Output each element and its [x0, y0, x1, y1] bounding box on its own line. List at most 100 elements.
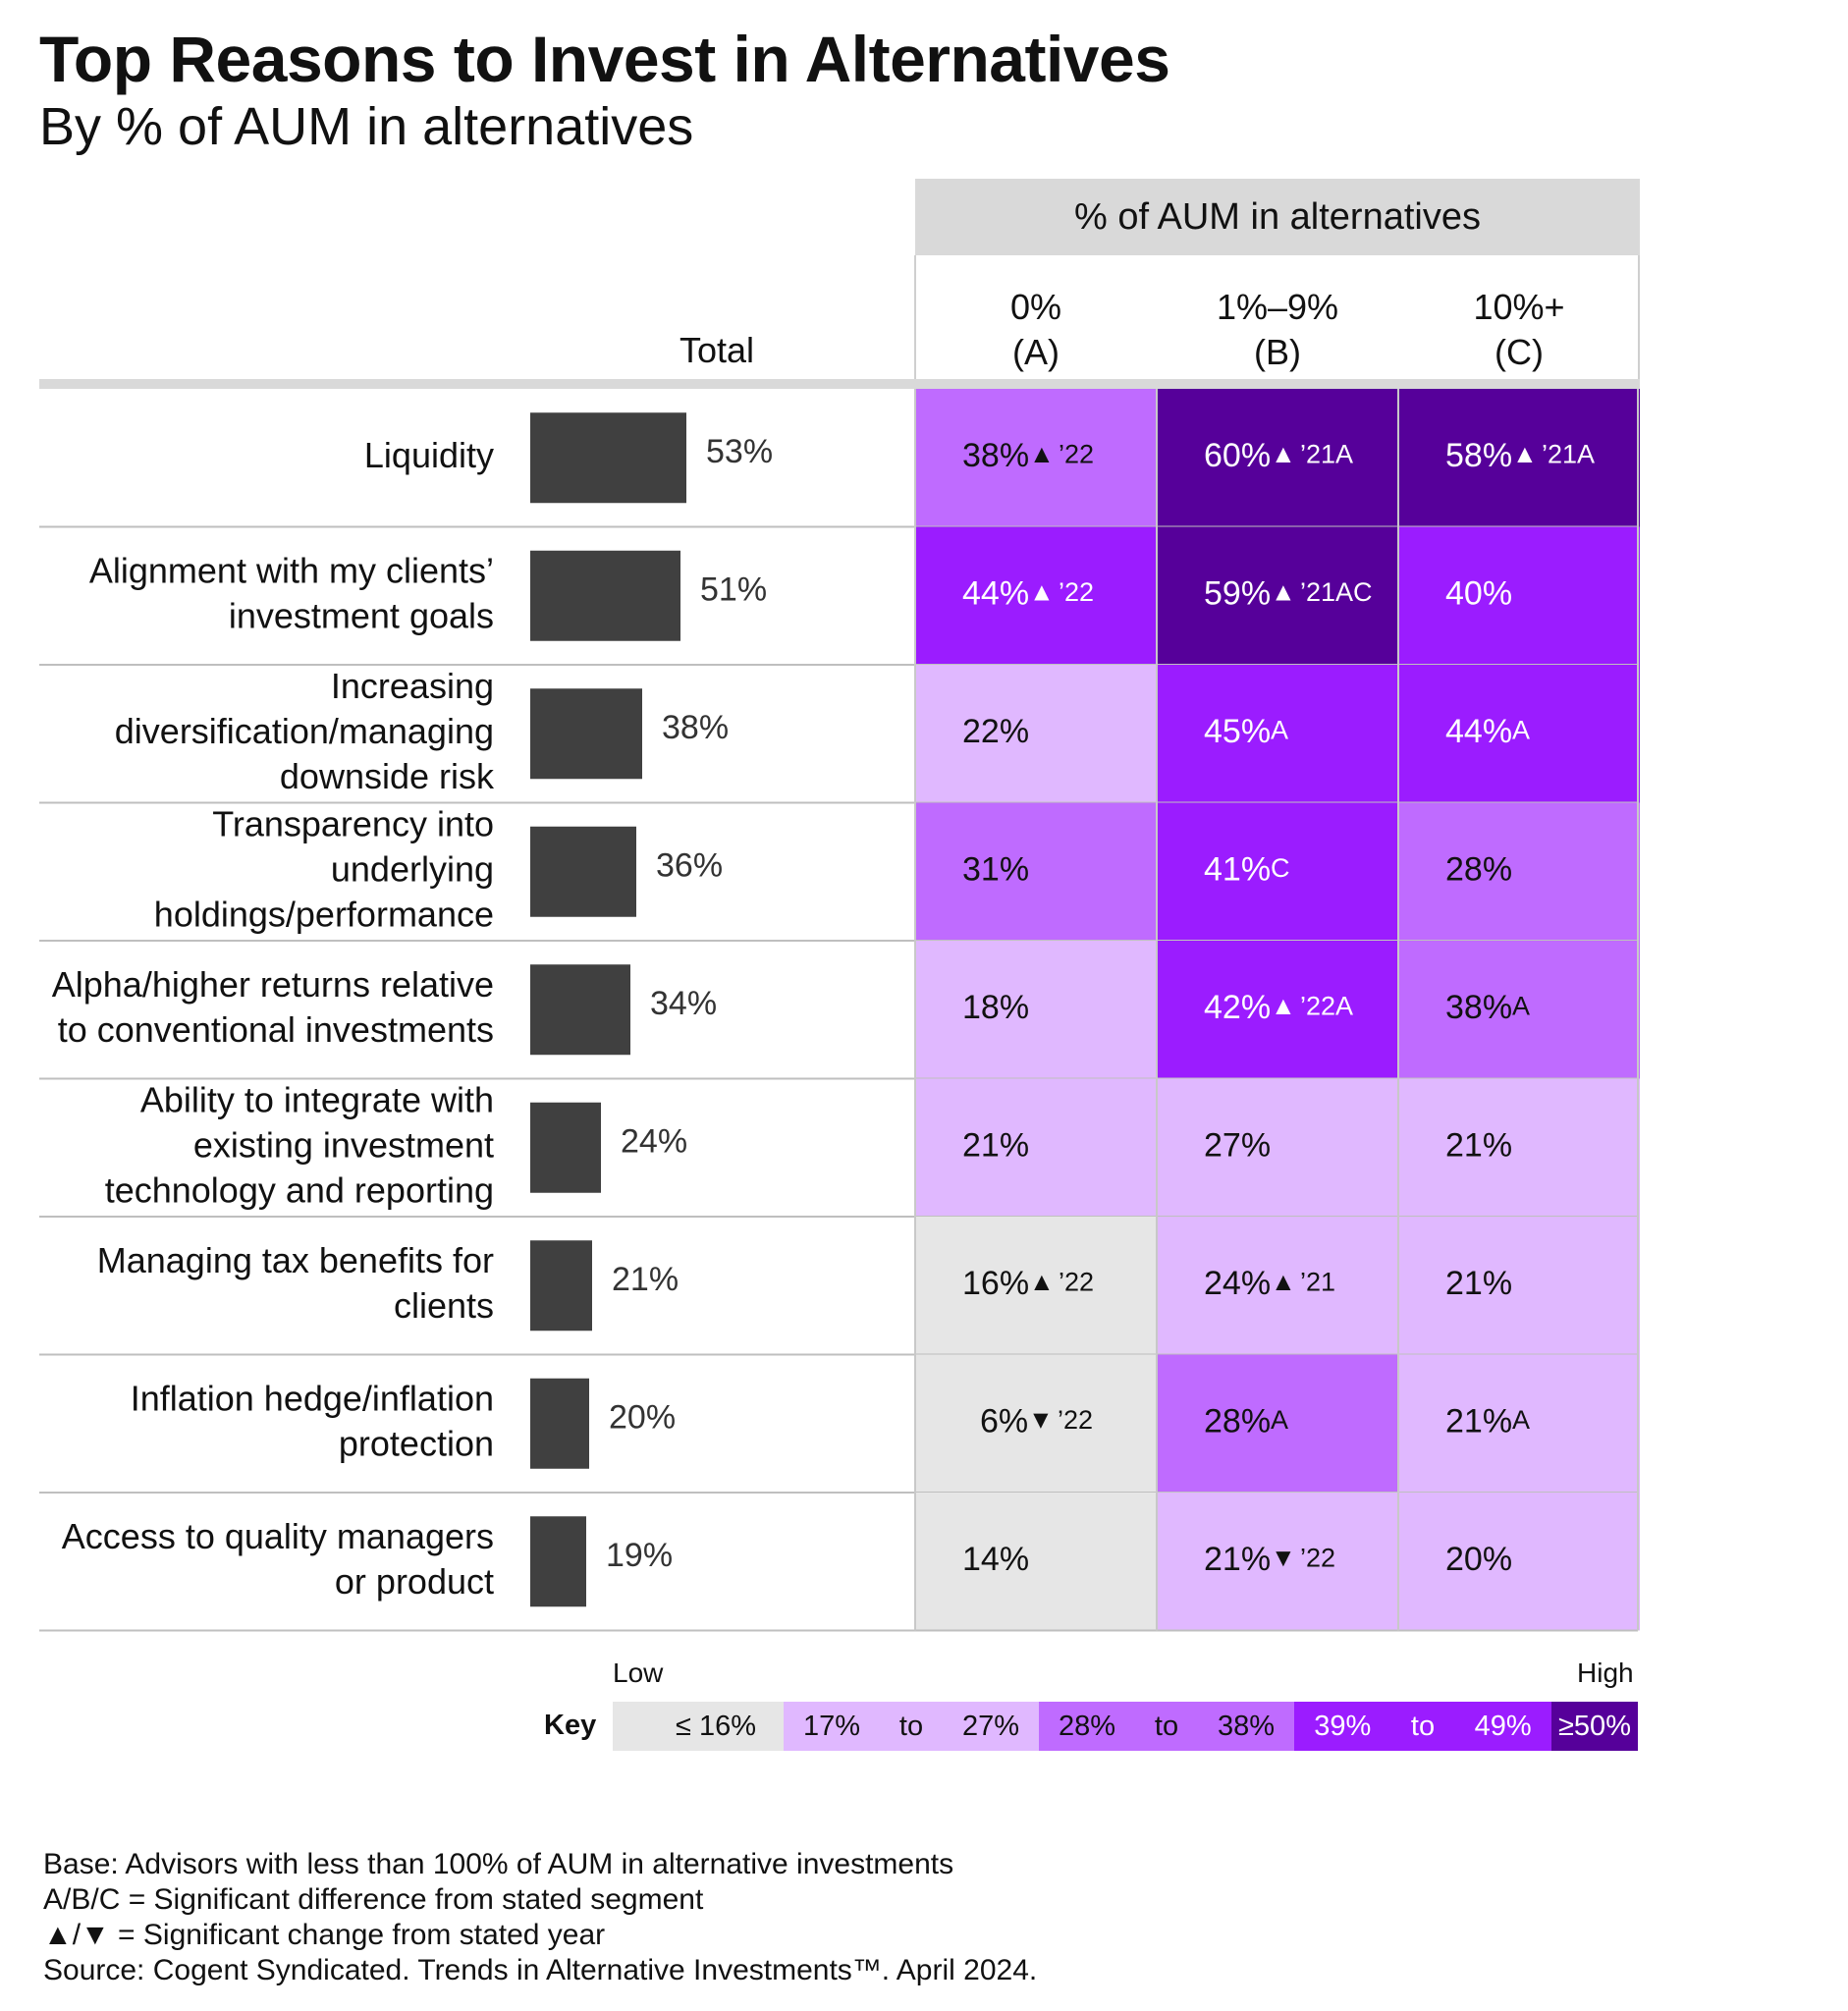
- row-label: or product: [335, 1561, 494, 1602]
- column-header-a-line2: (A): [1012, 332, 1060, 372]
- cell-value: 45%: [1204, 713, 1271, 750]
- key-bin-mid-high-to: 49%: [1474, 1710, 1532, 1742]
- key-bin-mid-low-to-word: to: [898, 1710, 924, 1742]
- heat-cell: [1157, 389, 1398, 527]
- column-header-b-line2: (B): [1254, 332, 1301, 372]
- cell-value: 21%: [962, 1127, 1029, 1165]
- key-bin-high-text: ≥50%: [1558, 1710, 1631, 1742]
- total-bar: [530, 688, 642, 780]
- sig-arrow-icon: ▲: [1029, 577, 1055, 607]
- cell-note: ’22A: [1300, 991, 1353, 1020]
- cell-value: 22%: [962, 713, 1029, 750]
- cell-note: ’21A: [1542, 439, 1595, 468]
- cell-value: 28%: [1445, 851, 1512, 889]
- sig-arrow-icon: ▲: [1029, 1267, 1055, 1296]
- row-label: Access to quality managers: [62, 1516, 494, 1556]
- total-bar: [530, 412, 686, 504]
- total-bar: [530, 1516, 586, 1607]
- row-label: diversification/managing: [115, 711, 494, 751]
- cell-value: 60%: [1204, 437, 1271, 474]
- header-divider-right: [1638, 255, 1640, 381]
- sig-arrow-icon: ▲: [1271, 577, 1296, 607]
- row-label: investment goals: [229, 595, 494, 635]
- heat-cell: [1157, 802, 1398, 941]
- row-label: Managing tax benefits for: [97, 1240, 494, 1280]
- column-header-c: 10%+ (C): [1398, 285, 1640, 375]
- key-bin-mid-high-to-word: to: [1410, 1710, 1436, 1742]
- cell-note: A: [1271, 715, 1288, 744]
- row-label: underlying: [331, 848, 494, 889]
- cell-note: ’21: [1300, 1267, 1335, 1296]
- key-bin-mid-to: 38%: [1218, 1710, 1276, 1742]
- row-label: Alignment with my clients’: [89, 550, 494, 590]
- sig-arrow-icon: ▲: [1271, 1267, 1296, 1296]
- total-value: 34%: [650, 985, 717, 1022]
- column-header-a-line1: 0%: [1009, 287, 1062, 327]
- sig-arrow-icon: ▼: [1271, 1543, 1296, 1572]
- row-label: existing investment: [193, 1124, 494, 1165]
- row-label: Ability to integrate with: [140, 1079, 494, 1119]
- key-bin-mid-high-from: 39%: [1314, 1710, 1372, 1742]
- row-label: Inflation hedge/inflation: [131, 1378, 494, 1418]
- total-bar: [530, 964, 630, 1056]
- cell-value: 6%: [980, 1403, 1028, 1440]
- cell-value: 42%: [1204, 989, 1271, 1026]
- heat-cell: [1398, 1354, 1640, 1493]
- total-value: 24%: [621, 1123, 687, 1161]
- cell-value: 38%: [962, 437, 1029, 474]
- row-label: Transparency into: [212, 803, 494, 843]
- sig-arrow-icon: ▲: [1512, 439, 1538, 468]
- sig-arrow-icon: ▼: [1028, 1405, 1054, 1435]
- column-header-b-line1: 1%–9%: [1216, 287, 1339, 327]
- cell-value: 21%: [1204, 1541, 1271, 1578]
- cell-note: A: [1512, 991, 1530, 1020]
- heat-cell: [1157, 665, 1398, 803]
- row-label: downside risk: [280, 756, 495, 796]
- heat-cell: [915, 1078, 1157, 1217]
- heat-cell: [1157, 1078, 1398, 1217]
- key-bin-mid-low-from: 17%: [802, 1710, 860, 1742]
- footnote-year: ▲/▼ = Significant change from stated yea…: [43, 1919, 606, 1951]
- cell-note: ’22: [1300, 1543, 1335, 1572]
- total-value: 38%: [662, 709, 729, 746]
- cell-value: 40%: [1445, 575, 1512, 613]
- footnote-segment: A/B/C = Significant difference from stat…: [43, 1883, 704, 1916]
- column-header-a: 0% (A): [915, 285, 1157, 375]
- row-label: holdings/performance: [154, 894, 494, 934]
- total-bar: [530, 1102, 601, 1193]
- heat-cell: [1398, 802, 1640, 941]
- heat-cell: [1157, 1493, 1398, 1631]
- column-header-b: 1%–9% (B): [1157, 285, 1398, 375]
- cell-note: ’22: [1058, 1405, 1093, 1435]
- row-label: Alpha/higher returns relative: [52, 964, 494, 1005]
- cell-note: A: [1512, 715, 1530, 744]
- row-label: to conventional investments: [58, 1009, 494, 1050]
- heat-cell: [1398, 1493, 1640, 1631]
- key-bin-mid-low: 17% to 27%: [784, 1702, 1039, 1751]
- group-header-label: % of AUM in alternatives: [1074, 195, 1481, 238]
- key-bin-mid-high: 39% to 49%: [1294, 1702, 1551, 1751]
- column-header-c-line1: 10%+: [1473, 287, 1565, 327]
- cell-note: ’21A: [1300, 439, 1353, 468]
- heat-cell: [915, 941, 1157, 1079]
- key-title: Key: [544, 1710, 597, 1741]
- key-bin-low-text: ≤ 16%: [675, 1710, 756, 1742]
- cell-value: 21%: [1445, 1265, 1512, 1302]
- group-header: % of AUM in alternatives: [915, 179, 1640, 255]
- total-bar: [530, 826, 636, 917]
- total-value: 51%: [700, 571, 767, 609]
- heat-cell: [1157, 941, 1398, 1079]
- cell-value: 58%: [1445, 437, 1512, 474]
- row-label: clients: [394, 1285, 494, 1326]
- cell-value: 21%: [1445, 1403, 1512, 1440]
- key-low-label: Low: [613, 1658, 664, 1688]
- heat-cell: [1398, 1078, 1640, 1217]
- sig-arrow-icon: ▲: [1271, 439, 1296, 468]
- chart-title: Top Reasons to Invest in Alternatives: [39, 23, 1170, 95]
- heat-cell: [915, 1354, 1157, 1493]
- header-divider-left: [914, 255, 916, 381]
- heat-cell: [915, 665, 1157, 803]
- row-label: Increasing: [331, 666, 494, 706]
- row-label: Liquidity: [364, 435, 494, 475]
